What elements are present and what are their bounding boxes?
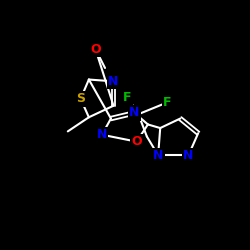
Text: N: N (153, 149, 163, 162)
Text: F: F (123, 91, 132, 104)
Text: O: O (131, 135, 142, 148)
Text: O: O (90, 43, 101, 56)
Text: N: N (108, 75, 119, 88)
Text: S: S (76, 92, 85, 105)
Text: N: N (183, 149, 194, 162)
Text: F: F (163, 96, 172, 109)
Text: N: N (97, 128, 107, 141)
Text: N: N (129, 106, 140, 120)
